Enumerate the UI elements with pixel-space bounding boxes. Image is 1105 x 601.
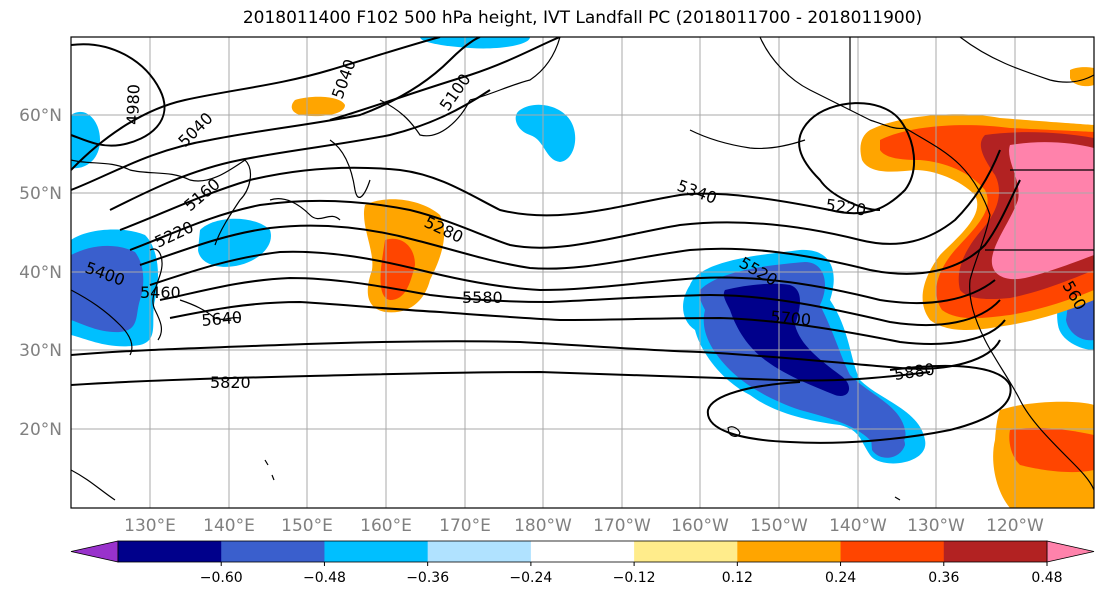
- lon-label-120w: 120°W: [986, 516, 1044, 536]
- colorbar: −0.60 −0.48 −0.36 −0.24 −0.12 0.12 0.24 0.36 0.4…: [70, 540, 1095, 586]
- lon-label-150e: 150°E: [281, 516, 333, 536]
- lon-label-140e: 140°E: [203, 516, 255, 536]
- contour-label-4980: 4980: [123, 84, 143, 125]
- lat-label-50n: 50°N: [19, 184, 62, 204]
- map-content: 4980 5040 5040 5100 5160 5220 5220 5280 …: [71, 37, 1094, 508]
- figure-title: 2018011400 F102 500 hPa height, IVT Land…: [242, 8, 923, 28]
- height-contours: [71, 37, 1021, 444]
- lat-label-20n: 20°N: [19, 420, 62, 440]
- lon-label-160e: 160°E: [360, 516, 412, 536]
- colorbar-swatch: [634, 541, 738, 562]
- contour-label-5640: 5640: [201, 308, 243, 330]
- lat-label-30n: 30°N: [19, 341, 62, 361]
- lon-label-140w: 140°W: [829, 516, 887, 536]
- colorbar-swatch: [118, 541, 222, 562]
- colorbar-tick-label: −0.36: [406, 570, 449, 586]
- longitude-labels: 130°E 140°E 150°E 160°E 170°E 180°W 170°…: [124, 516, 1044, 536]
- lon-label-150w: 150°W: [750, 516, 808, 536]
- colorbar-tick-label: −0.60: [200, 570, 243, 586]
- colorbar-swatch: [427, 541, 532, 562]
- colorbar-swatch: [737, 541, 842, 562]
- colorbar-border: [117, 540, 1048, 563]
- gridlines: [71, 37, 1094, 508]
- lon-label-180w: 180°W: [514, 516, 572, 536]
- contour-label-5460: 5460: [140, 283, 181, 302]
- lon-label-130w: 130°W: [907, 516, 965, 536]
- colorbar-tick-label: −0.48: [303, 570, 346, 586]
- colorbar-tick-label: 0.12: [722, 570, 753, 586]
- positive-anomaly-west: [291, 96, 445, 313]
- lat-label-40n: 40°N: [19, 263, 62, 283]
- colorbar-swatch: [840, 541, 945, 562]
- coastlines: [71, 37, 1094, 501]
- colorbar-swatch: [221, 541, 325, 562]
- lon-label-170w: 170°W: [593, 516, 651, 536]
- colorbar-arrow-right: [1046, 540, 1095, 563]
- positive-anomaly-east: [860, 67, 1094, 508]
- contour-label-5580: 5580: [462, 288, 503, 307]
- latitude-labels: 60°N 50°N 40°N 30°N 20°N: [19, 106, 62, 440]
- colorbar-tick-label: −0.12: [613, 570, 656, 586]
- colorbar-swatch: [530, 541, 635, 562]
- colorbar-tick-label: 0.36: [928, 570, 959, 586]
- colorbar-swatch: [324, 541, 429, 562]
- negative-anomaly-central-pacific: [683, 249, 926, 464]
- lon-label-160w: 160°W: [671, 516, 729, 536]
- colorbar-arrow-left: [70, 540, 119, 563]
- colorbar-tick-label: 0.24: [825, 570, 856, 586]
- lat-label-60n: 60°N: [19, 106, 62, 126]
- colorbar-tick-label: 0.48: [1031, 570, 1062, 586]
- colorbar-swatch: [943, 541, 1048, 562]
- colorbar-tick-label: −0.24: [509, 570, 552, 586]
- contour-label-5700: 5700: [770, 307, 812, 329]
- map-frame: [70, 36, 1095, 509]
- lon-label-170e: 170°E: [439, 516, 491, 536]
- contour-label-5820: 5820: [210, 373, 251, 392]
- lon-label-130e: 130°E: [124, 516, 176, 536]
